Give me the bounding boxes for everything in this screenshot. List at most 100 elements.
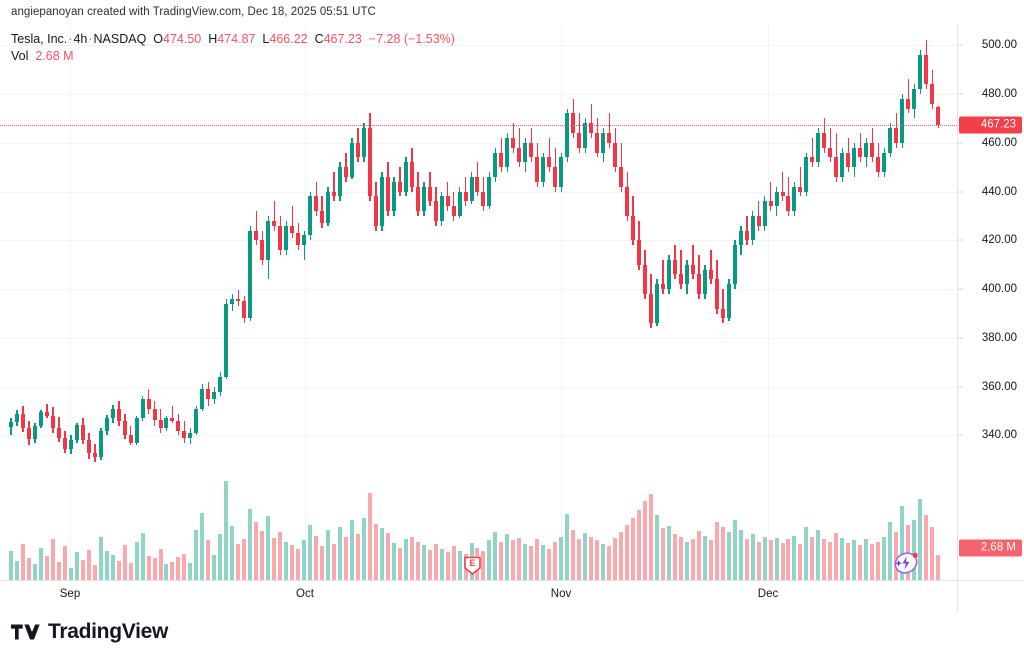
candlestick (583, 123, 588, 148)
volume-bar (260, 530, 265, 580)
earnings-marker[interactable]: E (464, 556, 481, 576)
volume-bar (732, 520, 737, 580)
candle-wick (171, 406, 174, 424)
volume-bar (278, 532, 283, 580)
low-value: 466.22 (269, 32, 308, 46)
volume-bar (349, 520, 354, 580)
candlestick (846, 152, 851, 168)
candlestick (92, 452, 97, 458)
candlestick (505, 137, 510, 168)
candle-wick (255, 211, 258, 246)
price-axis-tick: 460.00 (981, 136, 1017, 149)
volume-bar (559, 536, 564, 580)
volume-bar (595, 540, 600, 580)
candlestick (176, 420, 181, 431)
volume-bar (128, 563, 133, 580)
volume-bar (74, 552, 79, 580)
candlestick (331, 191, 336, 197)
volume-bar (62, 546, 67, 580)
volume-bar (810, 536, 815, 580)
time-axis[interactable]: Sep Oct Nov Dec (0, 580, 957, 612)
volume-bar (768, 540, 773, 580)
volume-bar (8, 551, 13, 580)
volume-bar (152, 558, 157, 580)
volume-bar (858, 545, 863, 580)
candlestick (499, 152, 504, 168)
volume-bar (840, 537, 845, 580)
candle-wick (303, 230, 305, 260)
axis-tick-dash (958, 44, 963, 46)
candlestick (445, 196, 450, 207)
candlestick (666, 259, 671, 290)
candlestick (409, 162, 414, 187)
price-axis-tick: 420.00 (981, 234, 1017, 247)
volume-bar (308, 524, 313, 580)
volume-bar (607, 546, 612, 580)
candlestick (858, 147, 863, 158)
candlestick (140, 398, 145, 419)
candlestick (780, 191, 785, 197)
axis-tick-dash (958, 191, 963, 193)
candlestick (481, 191, 486, 207)
volume-bar (690, 539, 695, 580)
candlestick (463, 191, 468, 202)
volume-bar (14, 560, 19, 580)
volume-bar (373, 523, 378, 580)
volume-bar (68, 567, 73, 580)
volume-bar (630, 517, 635, 580)
chart-grid (0, 25, 957, 580)
price-axis[interactable]: 500.00 480.00 460.00 440.00 420.00 400.00 380.… (957, 25, 1024, 580)
candle-wick (799, 167, 802, 197)
volume-bar (702, 535, 707, 580)
volume-bar (930, 527, 935, 580)
volume-bar (355, 534, 360, 580)
volume-bar (26, 558, 31, 580)
price-axis-tick: 400.00 (981, 283, 1017, 296)
candlestick (20, 413, 25, 429)
volume-bar (888, 522, 893, 580)
candlestick (337, 167, 342, 197)
candlestick (427, 186, 432, 202)
candle-wick (829, 128, 832, 163)
gridline-horizontal (0, 93, 957, 95)
candlestick (194, 408, 199, 434)
volume-bar (834, 533, 839, 580)
candlestick (391, 181, 396, 212)
volume-bar (894, 532, 899, 580)
tradingview-footer: TradingView (11, 620, 168, 644)
legend-separator-1: · (68, 32, 73, 46)
volume-bar (361, 517, 366, 580)
volume-bar (816, 529, 821, 580)
volume-bar (433, 543, 438, 580)
interval-label[interactable]: 4h (73, 32, 88, 46)
candlestick (648, 294, 653, 324)
candlestick (230, 298, 235, 304)
candlestick (720, 308, 725, 319)
candle-wick (787, 176, 790, 216)
symbol-name[interactable]: Tesla, Inc. (11, 32, 68, 46)
candlestick (660, 284, 665, 290)
volume-bar (696, 530, 701, 580)
candlestick (200, 389, 205, 409)
chart-pane[interactable] (0, 25, 957, 580)
high-key: H (208, 32, 218, 46)
volume-bar (319, 546, 324, 580)
volume-bar (86, 549, 91, 580)
candle-wick (680, 250, 682, 290)
volume-bar (499, 541, 504, 580)
candlestick (613, 142, 618, 168)
candlestick (936, 107, 940, 126)
candlestick (110, 408, 115, 419)
volume-bar (529, 546, 534, 580)
gridline-horizontal (0, 289, 957, 291)
ai-sparkle-icon[interactable] (891, 548, 921, 578)
volume-bar (290, 545, 295, 580)
volume-bar (493, 532, 498, 580)
volume-bar (158, 548, 163, 580)
volume-bar (50, 539, 55, 580)
volume-bar (666, 526, 671, 580)
volume-bar (936, 554, 940, 580)
candlestick (248, 230, 253, 319)
candlestick (170, 418, 175, 421)
candlestick (619, 167, 624, 187)
